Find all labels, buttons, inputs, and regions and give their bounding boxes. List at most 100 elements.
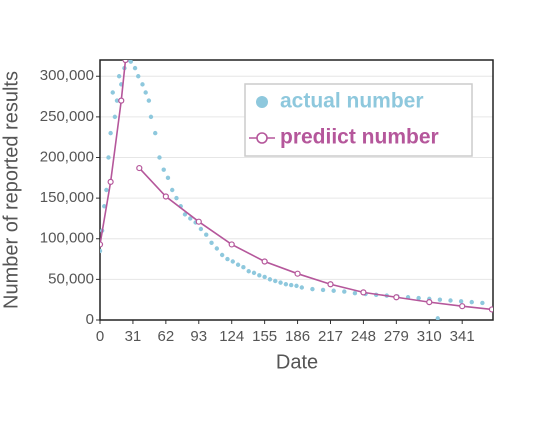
- y-tick-label: 250,000: [40, 108, 94, 125]
- scatter-point: [448, 298, 453, 303]
- scatter-point: [182, 212, 188, 217]
- line-marker: [459, 303, 466, 310]
- x-tick-label: 186: [285, 328, 310, 345]
- scatter-point: [110, 90, 115, 95]
- line-marker: [122, 60, 129, 64]
- scatter-point: [331, 288, 336, 293]
- y-tick-label: 50,000: [48, 270, 94, 287]
- line-marker: [195, 218, 202, 225]
- scatter-point: [267, 277, 273, 282]
- scatter-point: [235, 262, 241, 267]
- scatter-point: [288, 282, 294, 288]
- line-marker: [100, 241, 104, 248]
- scatter-point: [230, 259, 235, 264]
- x-tick-label: 93: [190, 328, 207, 345]
- scatter-point: [435, 316, 440, 320]
- scatter-point: [148, 114, 154, 120]
- scatter-point: [102, 204, 107, 209]
- x-tick-label: 0: [96, 328, 104, 345]
- scatter-point: [416, 295, 421, 301]
- legend-symbol: [256, 132, 268, 144]
- scatter-point: [251, 270, 257, 276]
- scatter-point: [342, 289, 347, 294]
- scatter-point: [114, 98, 120, 103]
- x-tick-label: 62: [158, 328, 175, 345]
- scatter-point: [310, 286, 315, 292]
- plot-area: [100, 60, 493, 320]
- x-tick-label: 279: [384, 328, 409, 345]
- scatter-point: [214, 246, 220, 251]
- scatter-point: [100, 248, 103, 254]
- x-tick-label: 248: [351, 328, 376, 345]
- line-marker: [118, 97, 125, 104]
- y-tick-label: 150,000: [40, 189, 94, 206]
- scatter-point: [437, 297, 443, 302]
- line-marker: [360, 289, 367, 296]
- scatter-point: [262, 274, 267, 280]
- scatter-point: [198, 226, 204, 232]
- plot-frame: [99, 59, 494, 321]
- line-marker: [228, 241, 235, 248]
- line-marker: [294, 270, 301, 277]
- scatter-point: [157, 155, 162, 160]
- scatter-point: [132, 65, 138, 71]
- scatter-point: [108, 130, 113, 136]
- x-tick-label: 31: [125, 328, 142, 345]
- scatter-point: [320, 287, 326, 293]
- line-marker: [488, 306, 493, 313]
- scatter-point: [112, 114, 118, 120]
- scatter-point: [188, 216, 193, 221]
- scatter-point: [225, 256, 230, 262]
- line: [100, 60, 493, 311]
- scatter-point: [273, 278, 278, 284]
- scatter-point: [140, 82, 145, 87]
- scatter-point: [128, 60, 134, 64]
- scatter-point: [161, 167, 166, 172]
- legend-symbol: [256, 96, 268, 108]
- y-axis-label: Number of reported results: [0, 71, 22, 309]
- y-tick-label: 0: [86, 311, 94, 328]
- scatter-point: [469, 299, 474, 305]
- line-marker: [107, 178, 114, 185]
- y-tick-label: 200,000: [40, 148, 94, 165]
- y-tick-label: 100,000: [40, 230, 94, 247]
- scatter-point: [165, 175, 171, 181]
- scatter-point: [246, 269, 251, 274]
- x-tick-label: 310: [417, 328, 442, 345]
- scatter-point: [143, 90, 148, 95]
- line-marker: [426, 299, 433, 306]
- line-marker: [136, 164, 143, 172]
- line-marker: [327, 281, 334, 288]
- legend-box: [244, 83, 473, 157]
- scatter-point: [136, 74, 141, 79]
- x-tick-label: 217: [318, 328, 343, 345]
- y-tick-label: 300,000: [40, 67, 94, 84]
- x-tick-label: 155: [252, 328, 277, 345]
- scatter-point: [299, 285, 305, 290]
- scatter-point: [458, 299, 464, 304]
- scatter-point: [283, 282, 289, 287]
- scatter-point: [241, 264, 246, 270]
- scatter-point: [106, 155, 111, 160]
- scatter-point: [257, 273, 262, 278]
- scatter-point: [278, 280, 283, 285]
- scatter-point: [294, 283, 299, 289]
- scatter-point: [209, 240, 214, 246]
- x-tick-label: 341: [450, 328, 475, 345]
- scatter-point: [170, 187, 175, 193]
- scatter-point: [219, 252, 225, 258]
- x-tick-label: 124: [219, 328, 244, 345]
- legend-label: actual number: [280, 90, 424, 113]
- line-marker: [393, 294, 400, 301]
- scatter-point: [480, 300, 485, 306]
- line-marker: [261, 258, 268, 265]
- scatter-point: [116, 74, 122, 79]
- scatter-point: [146, 98, 152, 103]
- scatter-point: [174, 195, 179, 201]
- scatter-point: [104, 187, 109, 193]
- line-marker: [162, 193, 169, 200]
- legend-label: prediict number: [280, 126, 439, 149]
- scatter-point: [153, 130, 158, 136]
- scatter-point: [204, 232, 209, 237]
